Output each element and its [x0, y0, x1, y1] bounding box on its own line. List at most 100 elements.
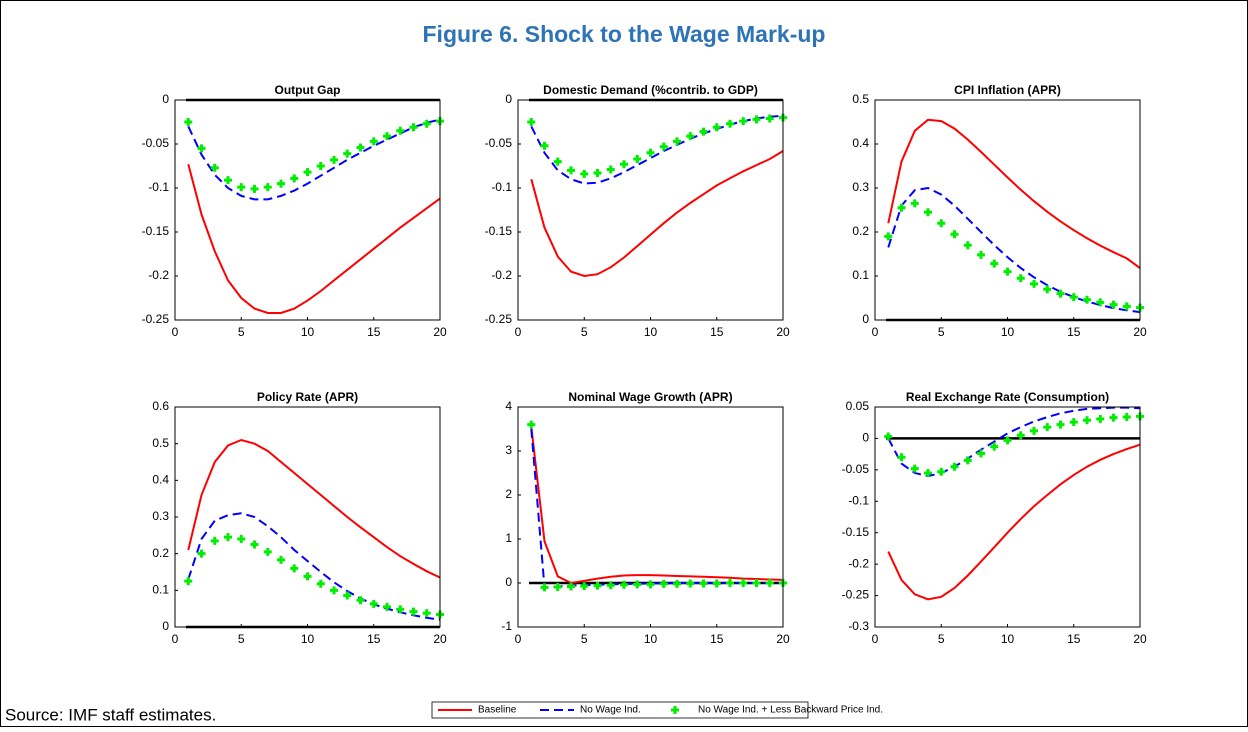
- data-point: [277, 555, 285, 564]
- plot-area: [175, 100, 440, 320]
- y-tick-label: 2: [505, 487, 512, 501]
- y-tick-label: 3: [505, 443, 512, 457]
- axes-box: [517, 99, 784, 321]
- y-tick-label: 0.4: [152, 473, 169, 487]
- series-line: [887, 118, 1141, 269]
- data-point: [1083, 416, 1091, 425]
- y-tick-label: -0.2: [848, 556, 869, 570]
- y-tick-label: 0.3: [852, 180, 869, 194]
- data-point: [1109, 413, 1118, 422]
- data-point: [316, 579, 325, 588]
- y-tick-label: 0.6: [152, 399, 169, 413]
- plot-area: [518, 100, 783, 320]
- data-point: [1056, 420, 1065, 429]
- legend-box: [431, 701, 809, 719]
- y-tick-label: -0.15: [485, 224, 513, 238]
- series-line: [187, 118, 441, 201]
- series-line: [187, 512, 441, 621]
- series-line: [887, 443, 1141, 601]
- y-tick-label: 0.5: [152, 436, 169, 450]
- data-point: [1003, 436, 1012, 445]
- data-point: [290, 174, 299, 183]
- x-tick-label: 20: [1133, 325, 1147, 339]
- y-tick-label: 0.2: [852, 224, 869, 238]
- data-point: [765, 579, 774, 587]
- data-point: [1043, 285, 1052, 294]
- subplot-title: Nominal Wage Growth (APR): [568, 390, 732, 404]
- legend-label: Baseline: [478, 705, 517, 716]
- data-point: [1016, 431, 1025, 440]
- data-point: [593, 581, 602, 590]
- data-point: [977, 250, 985, 259]
- data-point: [224, 533, 232, 542]
- x-tick-label: 15: [1067, 325, 1081, 339]
- data-point: [343, 591, 352, 600]
- x-tick-label: 10: [644, 325, 658, 339]
- axes-box: [874, 406, 1141, 628]
- data-point: [1003, 267, 1012, 276]
- data-point: [739, 579, 748, 587]
- data-point: [197, 549, 206, 558]
- data-point: [937, 219, 946, 228]
- data-point: [620, 160, 628, 169]
- x-tick-label: 20: [776, 632, 790, 646]
- data-point: [210, 536, 219, 545]
- data-point: [224, 176, 232, 185]
- data-point: [540, 583, 549, 592]
- series-line: [187, 163, 441, 314]
- y-tick-label: 0.1: [852, 268, 869, 282]
- data-point: [673, 579, 681, 588]
- y-tick-label: -0.15: [842, 525, 870, 539]
- data-point: [1030, 279, 1038, 288]
- y-tick-label: 0: [162, 92, 169, 106]
- y-tick-label: 0.3: [152, 509, 169, 523]
- data-point: [184, 118, 193, 126]
- x-tick-label: 20: [776, 325, 790, 339]
- data-point: [303, 168, 312, 177]
- x-tick-label: 5: [581, 632, 588, 646]
- data-point: [977, 449, 985, 458]
- data-point: [422, 609, 431, 618]
- axes-box: [517, 406, 784, 628]
- subplot-title: Domestic Demand (%contrib. to GDP): [543, 83, 758, 97]
- y-tick-label: 0: [505, 92, 512, 106]
- legend-label: No Wage Ind.: [580, 705, 641, 716]
- x-tick-label: 0: [172, 632, 179, 646]
- plot-area: [518, 407, 783, 627]
- data-point: [383, 602, 391, 611]
- data-point: [712, 579, 721, 588]
- data-point: [937, 467, 946, 476]
- y-tick-label: -0.25: [842, 588, 870, 602]
- data-point: [884, 432, 893, 441]
- data-point: [884, 232, 893, 241]
- plot-area: [175, 407, 440, 627]
- data-point: [659, 579, 668, 588]
- data-point: [1096, 414, 1105, 423]
- y-tick-label: -0.1: [491, 180, 512, 194]
- data-point: [343, 149, 352, 158]
- y-tick-label: -0.15: [142, 224, 170, 238]
- figure-title: Figure 6. Shock to the Wage Mark-up: [423, 21, 826, 47]
- data-point: [924, 208, 932, 217]
- data-point: [396, 605, 405, 614]
- data-point: [712, 123, 721, 132]
- data-point: [197, 144, 206, 153]
- y-tick-label: -0.05: [142, 136, 170, 150]
- data-point: [330, 586, 338, 595]
- y-tick-label: 0.5: [852, 92, 869, 106]
- data-point: [646, 148, 655, 157]
- x-tick-label: 0: [515, 325, 522, 339]
- x-tick-label: 20: [1133, 632, 1147, 646]
- x-tick-label: 5: [938, 632, 945, 646]
- y-tick-label: 0.05: [846, 399, 870, 413]
- series-line: [887, 186, 1141, 314]
- data-point: [263, 547, 272, 556]
- data-point: [726, 579, 734, 587]
- data-point: [726, 119, 734, 128]
- data-point: [277, 179, 285, 188]
- data-point: [553, 157, 562, 166]
- data-point: [699, 579, 708, 588]
- y-tick-label: 0: [862, 312, 869, 326]
- subplot-title: Policy Rate (APR): [257, 390, 358, 404]
- data-point: [963, 241, 972, 250]
